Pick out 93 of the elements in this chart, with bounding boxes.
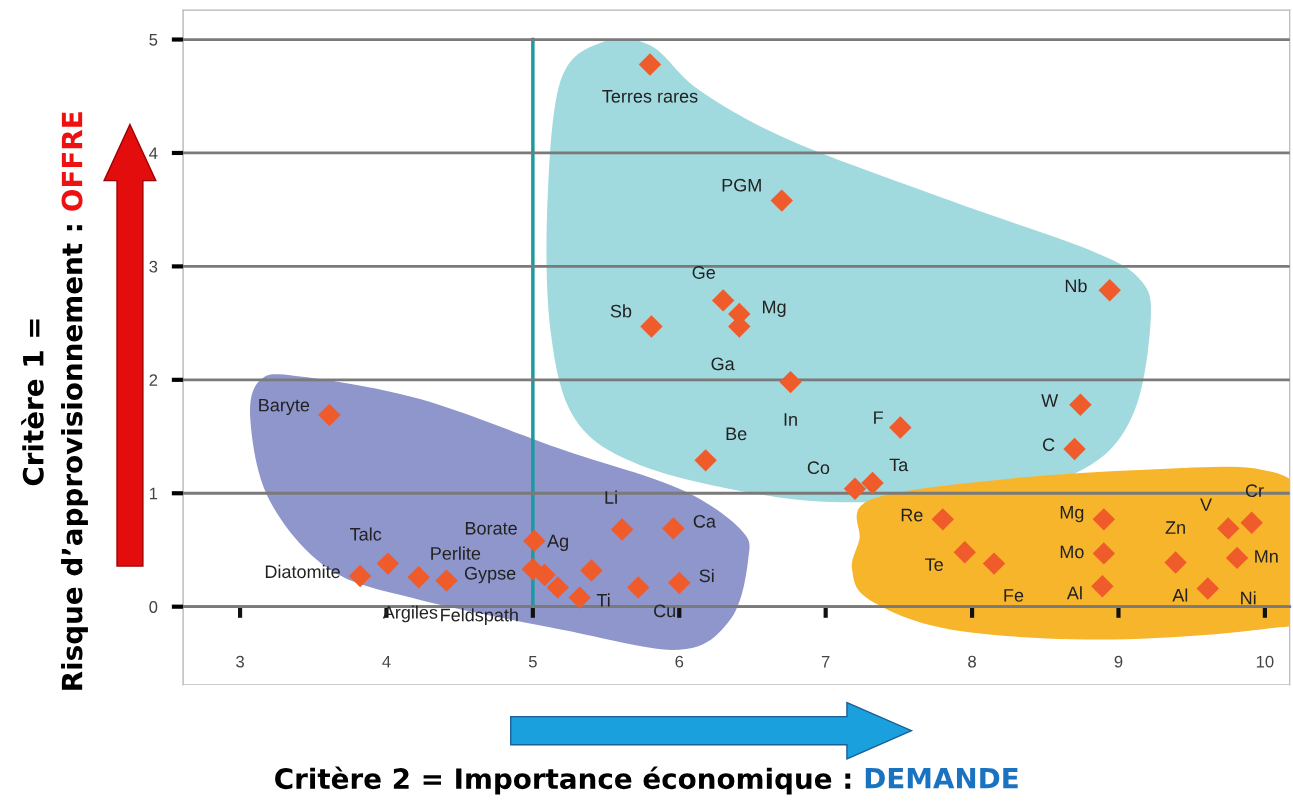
point: [1164, 551, 1187, 574]
point: [1240, 511, 1263, 534]
x-tick-label: 4: [382, 655, 391, 668]
y-axis-title: Critère 1 = Risque d’approvisionnement : OFFRE: [21, 112, 88, 690]
annotation: Ti: [596, 593, 610, 607]
annotation: Mg: [762, 300, 786, 317]
y-tick-label: 3: [149, 260, 158, 273]
point: [638, 53, 662, 76]
annotation: Borate: [465, 522, 517, 535]
point: [1196, 577, 1219, 600]
annotation: W: [1041, 394, 1059, 407]
point: [1063, 437, 1086, 461]
x-tick-label: 8: [968, 655, 976, 668]
annotation: Talc: [350, 527, 382, 541]
annotation: PGM: [722, 178, 761, 192]
y-tick-label: 1: [149, 487, 158, 500]
annotation: Co: [807, 461, 830, 475]
annotation: Nb: [1065, 279, 1087, 293]
annotation: In: [784, 413, 797, 426]
x-tick-label: 5: [528, 655, 537, 668]
x-axis-title: Critère 2 = Importance économique : DEMANDE: [275, 766, 1018, 795]
annotation: Te: [925, 558, 943, 571]
annotation: Be: [726, 427, 747, 441]
annotation: Mo: [1060, 545, 1084, 559]
point: [662, 517, 685, 540]
point: [931, 508, 954, 531]
point: [627, 576, 650, 599]
x-tick-label: 10: [1256, 655, 1274, 668]
point: [1092, 542, 1116, 565]
x-tick-label: 7: [821, 655, 830, 668]
annotation: Li: [605, 490, 617, 504]
point: [568, 586, 591, 609]
x-tick-label: 3: [236, 655, 244, 668]
annotation: Al: [1172, 588, 1188, 602]
annotation: Terres rares: [602, 90, 698, 103]
point: [1091, 575, 1114, 598]
y-tick-label: 2: [149, 374, 158, 386]
annotation: Si: [699, 568, 714, 583]
point: [668, 571, 691, 595]
point: [1217, 517, 1240, 540]
annotation: Ta: [889, 458, 909, 472]
annotation: Ag: [547, 534, 568, 552]
annotation: Zn: [1165, 521, 1185, 534]
point: [523, 529, 546, 553]
annotation: Al: [1066, 586, 1082, 600]
point: [376, 552, 400, 575]
point: [889, 416, 912, 439]
y-tick-label: 0: [149, 601, 158, 613]
annotation: F: [874, 411, 883, 424]
point: [546, 576, 569, 599]
annotation: Ca: [693, 514, 716, 528]
annotation: Cu: [654, 604, 675, 618]
point: [407, 566, 430, 589]
point: [694, 449, 717, 472]
point: [711, 289, 735, 312]
annotation: Argiles: [382, 605, 438, 623]
annotation: Gypse: [464, 566, 516, 584]
annotation: Fe: [1004, 589, 1024, 602]
point: [580, 559, 603, 582]
point: [348, 564, 372, 588]
point: [1225, 546, 1249, 570]
annotation: Mn: [1255, 550, 1278, 563]
y-tick-label: 4: [149, 147, 158, 159]
annotation: Perlite: [431, 546, 481, 560]
point: [610, 518, 634, 541]
annotation: V: [1200, 498, 1212, 511]
point: [982, 552, 1006, 575]
point: [861, 471, 884, 495]
point: [640, 315, 663, 338]
annotation: Mg: [1060, 506, 1084, 523]
y-tick-label: 5: [149, 34, 158, 46]
annotation: Re: [901, 508, 923, 522]
annotation: Ni: [1241, 591, 1256, 605]
point: [318, 403, 341, 427]
point: [843, 477, 867, 500]
point: [779, 370, 802, 394]
point: [1069, 393, 1092, 416]
annotation: C: [1042, 438, 1055, 452]
point: [770, 189, 793, 212]
point: [1092, 508, 1116, 531]
annotation: Diatomite: [265, 564, 340, 579]
annotation: Baryte: [259, 398, 310, 416]
x-tick-label: 6: [675, 655, 684, 668]
annotation: Ga: [711, 357, 735, 371]
point: [1098, 279, 1121, 302]
annotation: Cr: [1245, 484, 1264, 498]
annotation: Ge: [692, 266, 715, 279]
annotation: Sb: [610, 304, 632, 318]
x-tick-label: 9: [1114, 655, 1123, 668]
point: [435, 569, 458, 592]
annotation: Feldspath: [441, 608, 518, 626]
point: [953, 541, 976, 564]
point: [533, 563, 556, 587]
